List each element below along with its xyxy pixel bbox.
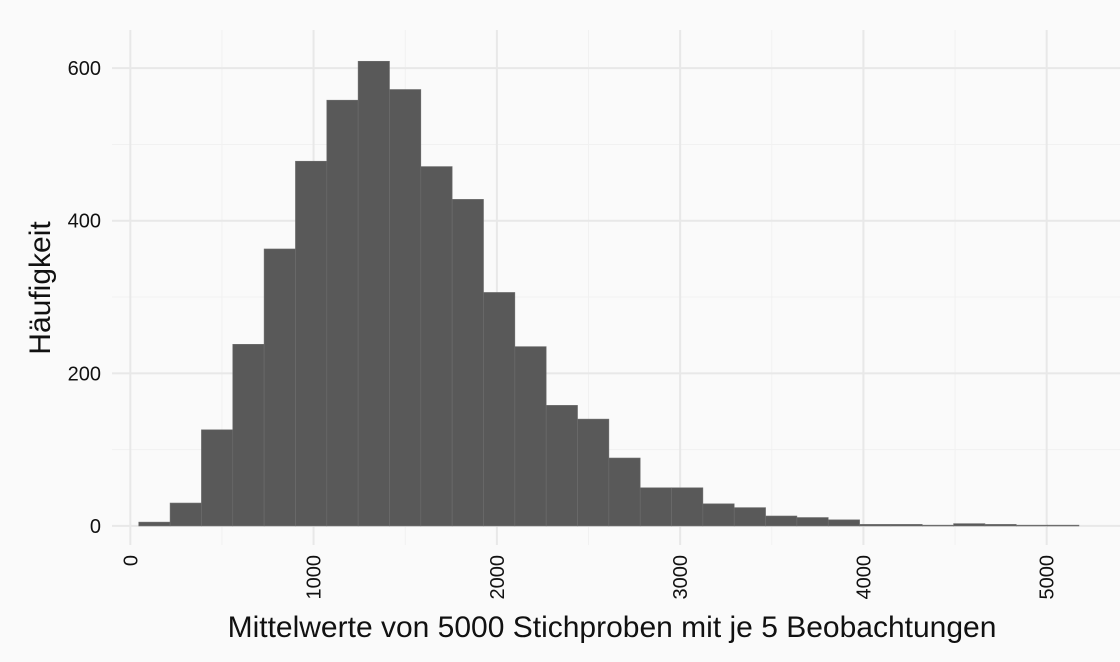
histogram-bar (733, 507, 766, 527)
x-tick-label: 2000 (487, 555, 509, 600)
histogram-bar (1015, 524, 1048, 527)
histogram-bar (890, 524, 923, 527)
histogram-bar (765, 515, 798, 527)
y-tick-label: 600 (68, 58, 101, 80)
x-tick-label: 5000 (1037, 555, 1059, 600)
histogram-bar (201, 429, 234, 527)
histogram-bar (169, 502, 202, 527)
histogram-bar (984, 524, 1017, 527)
x-tick-label: 0 (120, 555, 142, 566)
x-tick-label: 1000 (304, 555, 326, 600)
histogram-bar (326, 99, 359, 527)
x-axis-title: Mittelwerte von 5000 Stichproben mit je … (228, 611, 997, 644)
histogram-bar (357, 60, 390, 527)
y-axis-title: Häufigkeit (24, 221, 57, 355)
histogram-bar (389, 89, 422, 527)
histogram-bar (639, 487, 672, 527)
y-tick-label: 200 (68, 363, 101, 385)
histogram-bar (608, 457, 641, 527)
histogram-bar (263, 248, 296, 527)
histogram-bar (420, 166, 453, 527)
histogram-bar (577, 418, 610, 527)
y-tick-label: 0 (90, 516, 101, 538)
histogram-bar (953, 523, 986, 527)
histogram-bars (138, 60, 1080, 527)
histogram-bar (545, 405, 578, 527)
histogram-bar (702, 503, 735, 527)
histogram-bar (295, 160, 328, 527)
histogram-bar (514, 346, 547, 527)
histogram-bar (483, 292, 516, 527)
y-tick-label: 400 (68, 211, 101, 233)
x-axis-tick-labels: 0 1000 2000 3000 4000 5000 (120, 555, 1058, 600)
histogram-bar (451, 199, 484, 527)
histogram-bar (827, 519, 860, 527)
histogram-bar (921, 524, 954, 527)
histogram-bar (859, 524, 892, 527)
histogram-bar (232, 344, 265, 527)
histogram-bar (138, 521, 171, 527)
x-tick-label: 3000 (670, 555, 692, 600)
histogram-bar (671, 487, 704, 527)
y-axis-tick-labels: 0 200 400 600 (68, 58, 101, 538)
histogram-bar (1047, 524, 1080, 527)
x-tick-label: 4000 (853, 555, 875, 600)
histogram-bar (796, 517, 829, 527)
